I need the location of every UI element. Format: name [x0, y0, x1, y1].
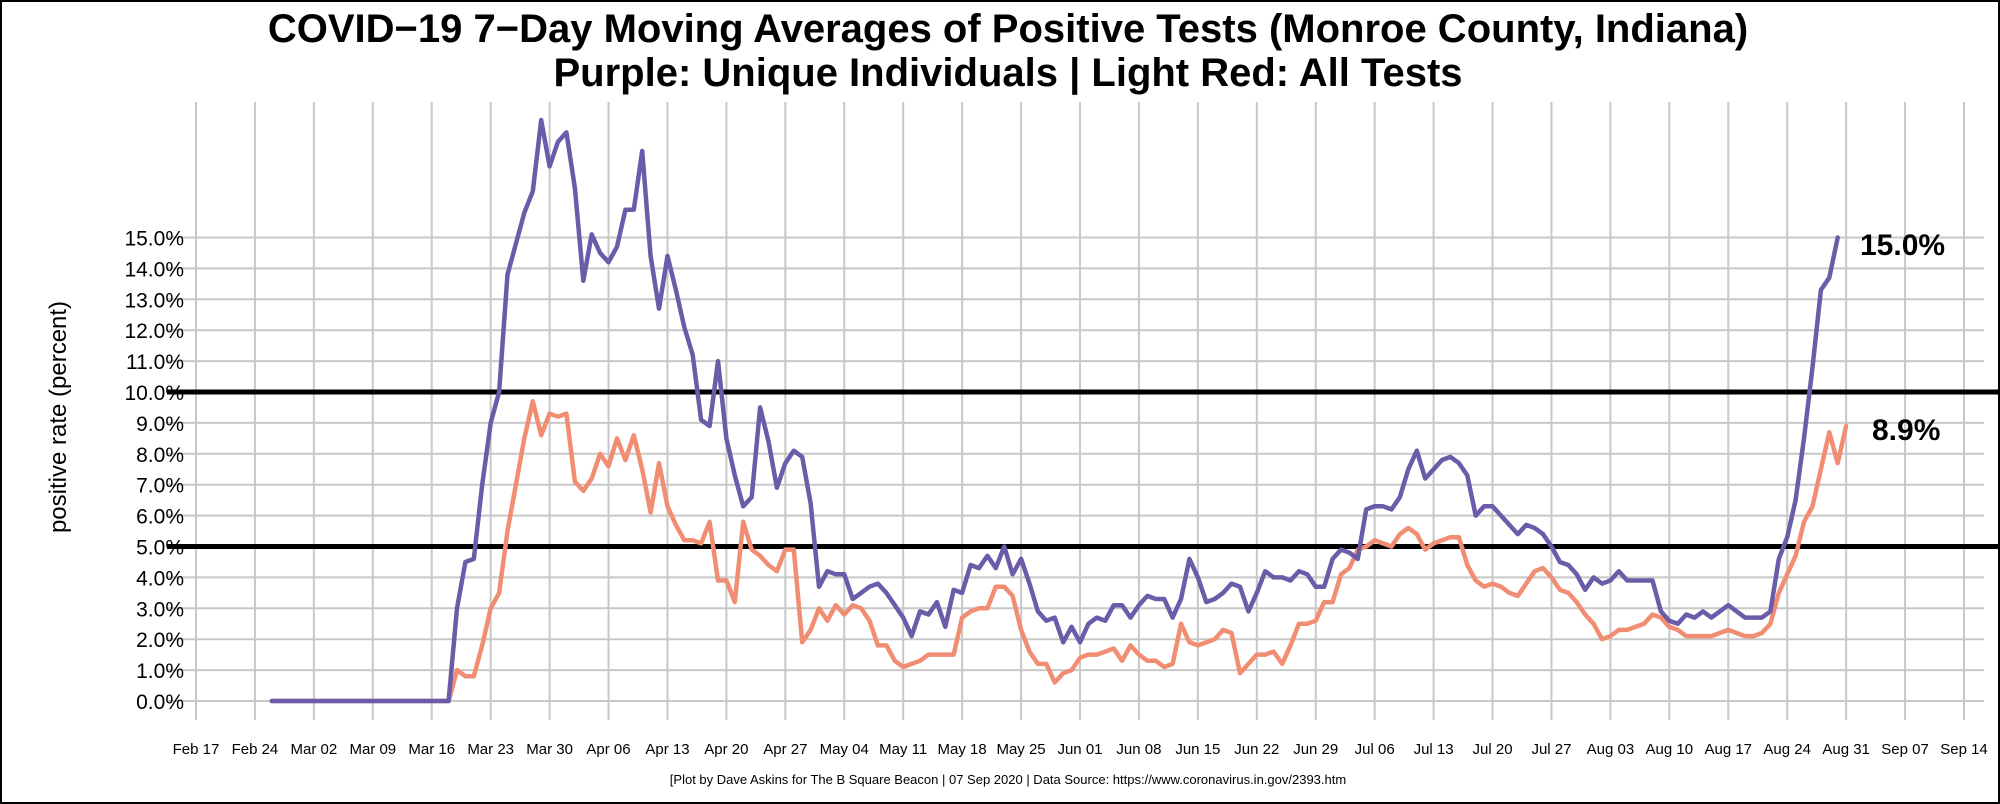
- x-tick-label: Feb 24: [232, 741, 279, 758]
- x-tick-label: Aug 17: [1704, 741, 1752, 758]
- x-tick-label: Jul 06: [1355, 741, 1395, 758]
- x-tick-label: Jul 27: [1531, 741, 1571, 758]
- x-tick-label: Mar 09: [349, 741, 396, 758]
- x-tick-label: Jun 01: [1057, 741, 1102, 758]
- chart-title: COVID−19 7−Day Moving Averages of Positi…: [268, 7, 1748, 51]
- y-tick-label: 6.0%: [136, 506, 184, 529]
- end-label-unique-individuals: 15.0%: [1860, 229, 1945, 262]
- x-tick-label: Jul 20: [1473, 741, 1513, 758]
- y-tick-label: 10.0%: [124, 382, 184, 405]
- y-tick-label: 13.0%: [124, 289, 184, 312]
- y-tick-label: 3.0%: [136, 598, 184, 621]
- chart-subtitle: Purple: Unique Individuals | Light Red: …: [553, 51, 1462, 95]
- series-lines: [269, 117, 1849, 704]
- y-tick-label: 1.0%: [136, 660, 184, 683]
- x-tick-label: Jun 29: [1293, 741, 1338, 758]
- series-line-all-tests: [269, 399, 1849, 704]
- x-tick-label: Apr 20: [704, 741, 748, 758]
- y-tick-label: 0.0%: [136, 691, 184, 714]
- x-tick-label: Jun 15: [1175, 741, 1220, 758]
- y-tick-label: 11.0%: [126, 351, 184, 374]
- y-tick-label: 4.0%: [136, 567, 184, 590]
- x-tick-label: Apr 06: [586, 741, 630, 758]
- y-tick-label: 7.0%: [136, 475, 184, 498]
- x-tick-label: Aug 03: [1587, 741, 1635, 758]
- x-tick-label: Jul 13: [1414, 741, 1454, 758]
- x-tick-label: Jun 08: [1116, 741, 1161, 758]
- x-tick-label: Aug 24: [1763, 741, 1811, 758]
- y-axis-label: positive rate (percent): [45, 301, 72, 533]
- end-label-all-tests: 8.9%: [1872, 414, 1940, 447]
- x-tick-label: Sep 14: [1940, 741, 1988, 758]
- x-tick-label: Aug 31: [1822, 741, 1870, 758]
- x-tick-label: Aug 10: [1646, 741, 1694, 758]
- series-line-unique-individuals: [269, 117, 1840, 704]
- x-tick-label: Jun 22: [1234, 741, 1279, 758]
- x-tick-label: Mar 30: [526, 741, 573, 758]
- y-tick-label: 8.0%: [136, 444, 184, 467]
- x-tick-label: Apr 13: [645, 741, 689, 758]
- y-tick-label: 9.0%: [136, 413, 184, 436]
- x-tick-label: Sep 07: [1881, 741, 1929, 758]
- x-tick-label: Mar 23: [467, 741, 514, 758]
- y-tick-label: 12.0%: [124, 320, 184, 343]
- reference-lines: [167, 389, 1998, 549]
- x-tick-label: May 11: [879, 741, 927, 758]
- x-tick-label: May 04: [820, 741, 869, 758]
- y-axis-ticks: 0.0% 1.0% 2.0% 3.0% 4.0% 5.0% 6.0% 7.0% 8.0% 9.0%…: [124, 228, 184, 715]
- y-tick-label: 14.0%: [124, 258, 184, 281]
- x-tick-label: May 25: [996, 741, 1045, 758]
- grid: [167, 102, 1984, 720]
- x-tick-label: May 18: [938, 741, 987, 758]
- y-tick-label: 15.0%: [124, 228, 184, 251]
- x-tick-label: Feb 17: [173, 741, 220, 758]
- x-tick-label: Apr 27: [763, 741, 807, 758]
- y-tick-label: 5.0%: [136, 537, 184, 560]
- x-tick-label: Mar 16: [408, 741, 455, 758]
- y-tick-label: 2.0%: [136, 629, 184, 652]
- x-axis-ticks: Feb 17 Feb 24 Mar 02 Mar 09 Mar 16 Mar 23 Mar …: [173, 741, 1988, 758]
- source-caption: [Plot by Dave Askins for The B Square Be…: [670, 772, 1346, 787]
- x-tick-label: Mar 02: [291, 741, 338, 758]
